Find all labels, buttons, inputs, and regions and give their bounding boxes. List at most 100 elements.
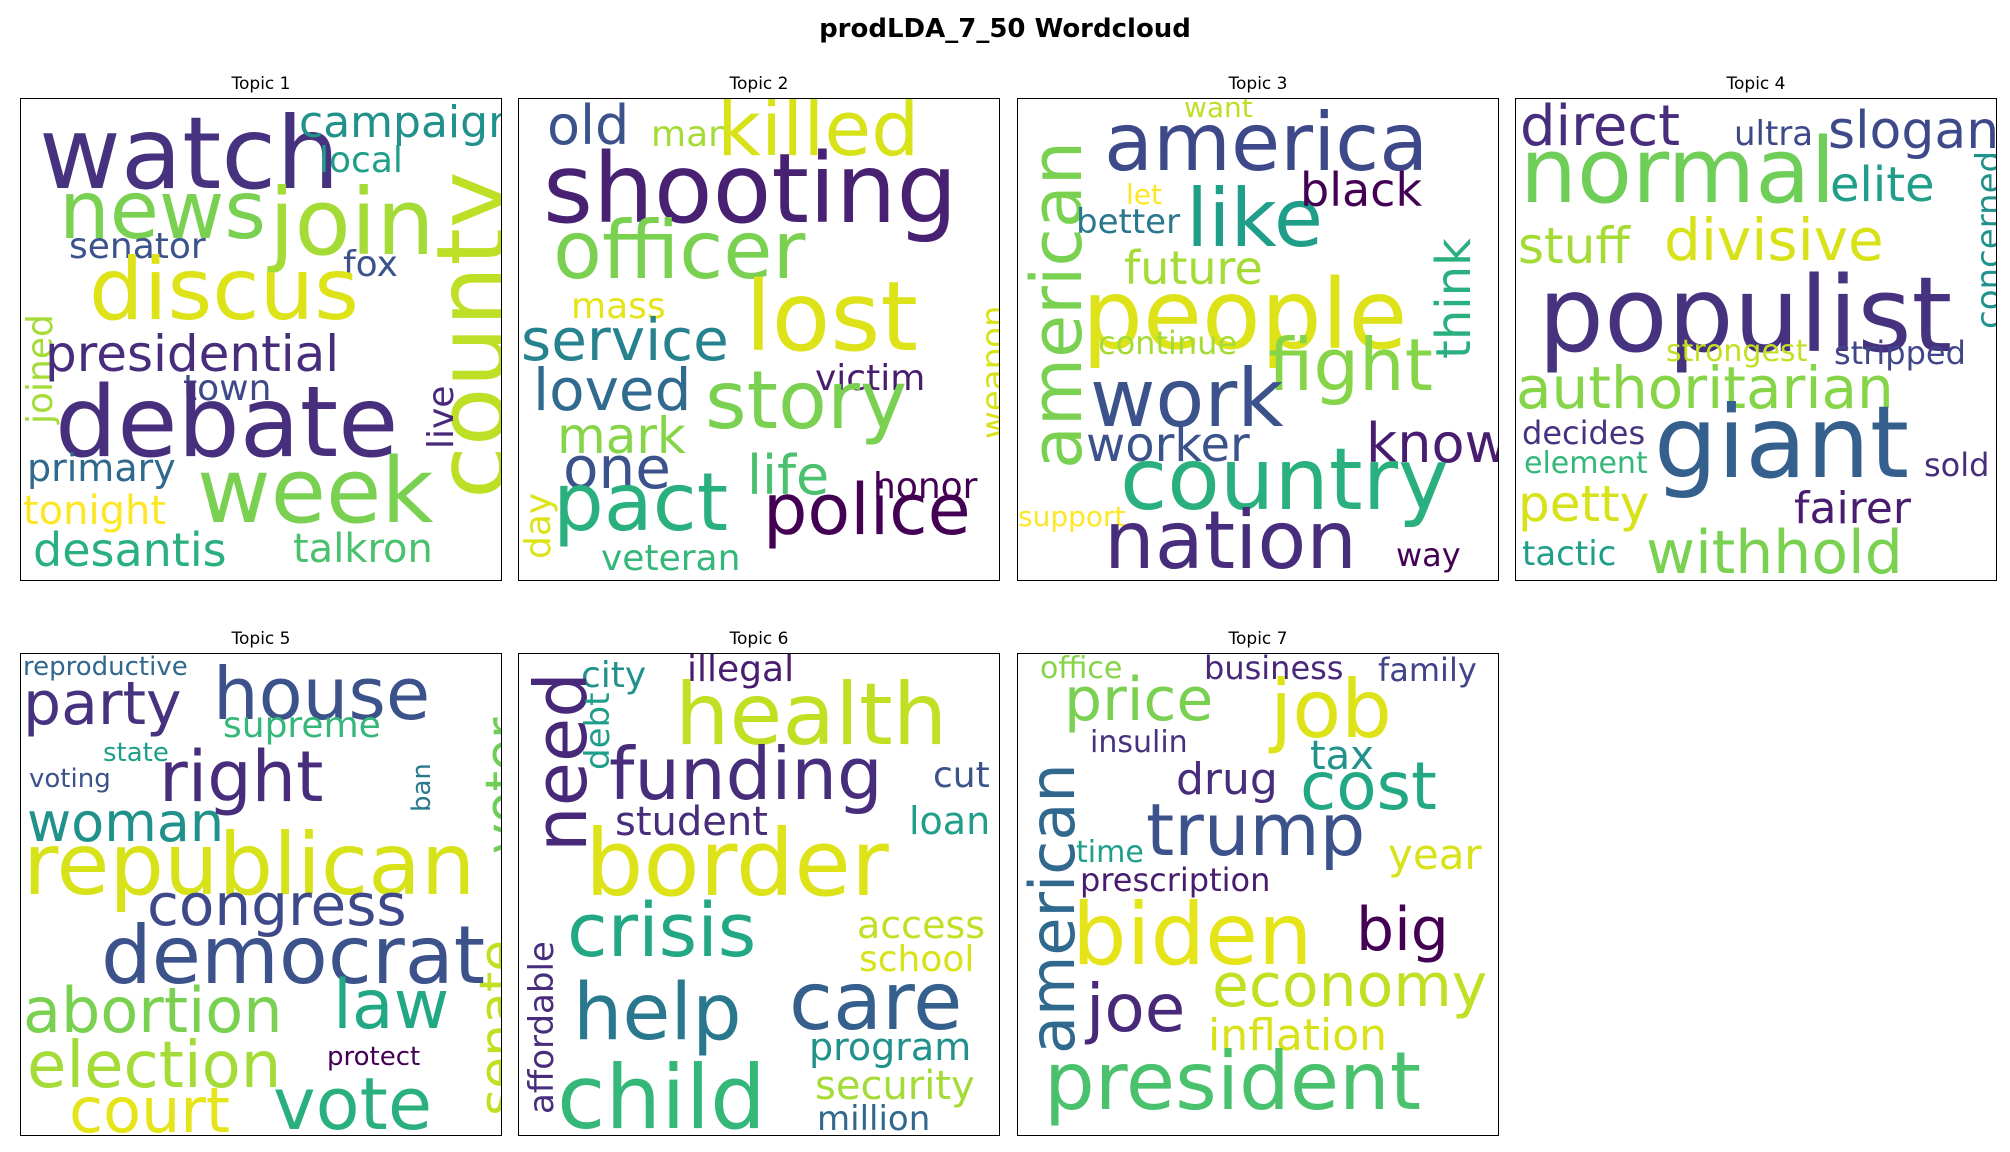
wordcloud-word: city [581,655,647,696]
wordcloud-word: police [763,469,971,551]
wordcloud-word: week [197,439,434,544]
wordcloud-word: work [1090,352,1284,445]
topic-title: Topic 7 [1228,629,1288,649]
wordcloud-word: border [585,810,889,917]
wordcloud-word: law [333,966,450,1045]
wordcloud-word: populist [1538,254,1953,376]
wordcloud-word: big [1356,895,1449,965]
wordcloud-word: tax [1310,733,1374,779]
wordcloud-panel: reproductive party house voter supreme state v… [20,653,502,1136]
topic-title: Topic 2 [729,74,789,94]
wordcloud-panel: direct ultra slogan normal elite stuff divisiv… [1515,98,1997,581]
wordcloud-word: congress [147,871,407,939]
wordcloud-word: cut [933,755,990,796]
wordcloud-word: year [1388,830,1482,879]
topic-title: Topic 4 [1726,74,1786,94]
wordcloud-word: pact [553,456,729,549]
wordcloud-word: fox [343,244,398,285]
wordcloud-panel: office business family price job insulin tax am… [1017,653,1499,1136]
wordcloud-word: petty [1518,475,1650,533]
wordcloud-word: worker [1086,417,1250,473]
wordcloud-word: right [159,736,324,818]
wordcloud-word: vote [273,1062,433,1136]
wordcloud-word: debate [55,366,399,480]
wordcloud-word: stripped [1834,334,1966,372]
wordcloud-word: direct [1520,98,1681,159]
wordcloud-word: job [1270,663,1392,756]
wordcloud-word: decides [1522,414,1646,452]
wordcloud-word: old [547,98,630,157]
wordcloud-word: local [319,140,403,181]
wordcloud-word: element [1524,446,1648,481]
wordcloud-word: economy [1212,951,1488,1021]
wordcloud-word: normal [1520,119,1836,224]
wordcloud-word: security [815,1063,975,1109]
wordcloud-word: reproductive [23,653,188,682]
wordcloud-word: concerned [1969,150,1997,329]
wordcloud-word: discus [89,240,359,340]
wordcloud-word: join [269,169,435,276]
wordcloud-word: stuff [1518,217,1630,275]
wordcloud-word: price [1064,665,1214,735]
wordcloud-panel: watch campaign local news join senator fox join… [20,98,502,581]
wordcloud-word: million [817,1099,931,1136]
wordcloud-word: loved [533,356,692,424]
wordcloud-panel: wantamericaworldamericanletbetterlikebla… [1017,98,1499,581]
wordcloud-word: joe [1086,970,1186,1047]
wordcloud-word: voting [29,764,111,794]
wordcloud-word: day [518,492,559,559]
wordcloud-word: office [1040,653,1123,686]
wordcloud-word: know [1366,412,1499,475]
wordcloud-word: authoritarian [1516,354,1894,422]
wordcloud-word: supreme [223,705,381,746]
wordcloud-word: mass [571,286,666,327]
wordcloud-word: primary [27,446,176,490]
wordcloud-word: news [59,164,267,257]
wordcloud-word: insulin [1090,725,1188,760]
wordcloud-word: help [573,968,742,1058]
wordcloud-word: better [1076,202,1181,242]
wordcloud-word: think [1426,238,1482,359]
wordcloud-word: time [1076,835,1144,870]
wordcloud-word: america [1104,98,1429,189]
wordcloud-word: watch [39,98,340,212]
wordcloud-word: mark [557,407,686,465]
wordcloud-word: honor [873,466,978,507]
topic-title: Topic 6 [729,629,789,649]
wordcloud-word: weapon [974,305,1000,440]
wordcloud-word: election [27,1029,282,1103]
wordcloud-word: voter [475,717,502,854]
wordcloud-word: party [23,669,182,739]
wordcloud-word: tactic [1522,534,1617,574]
wordcloud-word: shooting [543,133,958,245]
wordcloud-word: presidential [45,325,340,383]
wordcloud-word: loan [909,799,991,843]
wordcloud-word: president [1044,1035,1422,1128]
wordcloud-word: illegal [687,653,795,690]
wordcloud-word: protect [327,1042,421,1072]
wordcloud-word: ban [407,763,437,812]
wordcloud-word: state [103,738,169,768]
wordcloud-word: funding [609,732,883,816]
wordcloud-word: people [1082,259,1408,371]
wordcloud-word: future [1124,241,1263,295]
wordcloud-word: divisive [1664,206,1884,274]
wordcloud-word: court [69,1074,231,1136]
wordcloud-word: giant [1654,384,1910,501]
wordcloud-word: prescription [1080,861,1271,899]
wordcloud-word: strongest [1666,334,1808,369]
wordcloud-word: black [1300,163,1423,217]
page-title: prodLDA_7_50 Wordcloud [819,14,1191,44]
wordcloud-word: crisis [567,888,757,974]
topic-title: Topic 1 [231,74,291,94]
wordcloud-word: officer [553,204,806,297]
wordcloud-word: slogan [1828,101,1997,161]
wordcloud-word: let [1126,178,1162,211]
wordcloud-word: ultra [1734,114,1814,154]
wordcloud-word: country [1120,430,1449,530]
wordcloud-word: trump [1146,788,1366,872]
wordcloud-word: talkron [293,526,433,572]
wordcloud-panel: old man killed shooting weapon officer mass ser… [518,98,1000,581]
wordcloud-word: lost [745,261,919,373]
wordcloud-word: life [747,444,830,507]
